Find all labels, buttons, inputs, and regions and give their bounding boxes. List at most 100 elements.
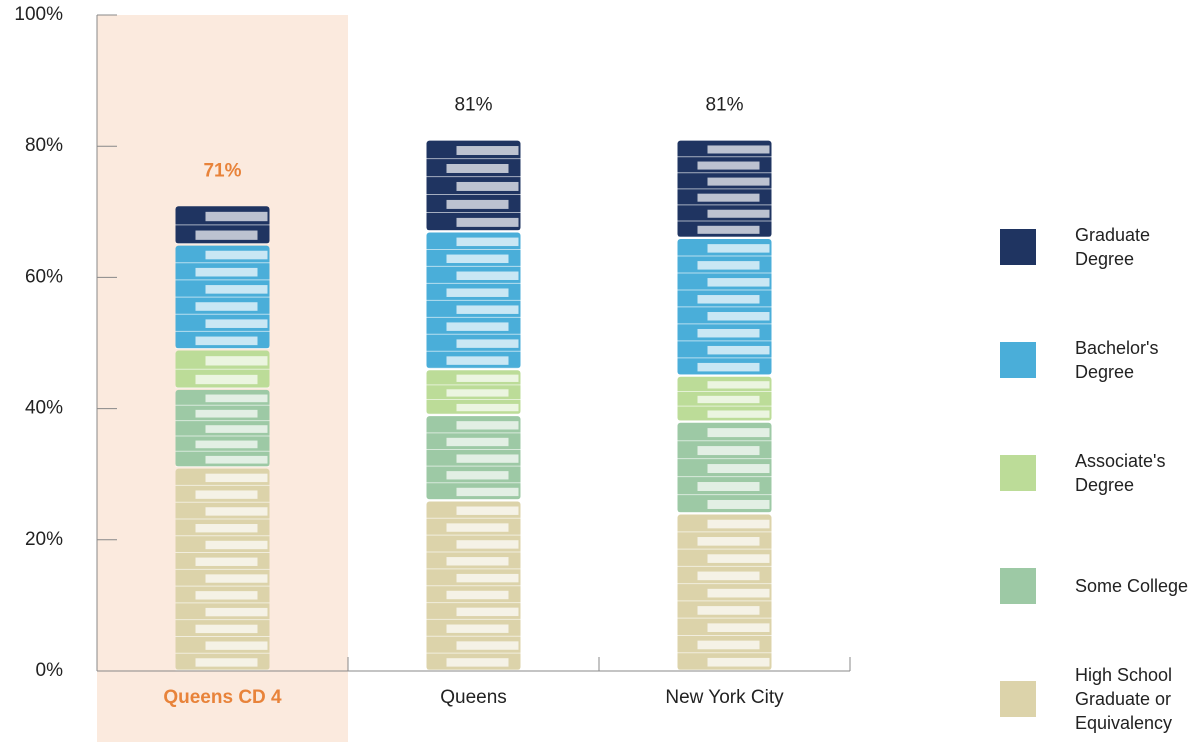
book-pages bbox=[447, 322, 509, 330]
book-pages bbox=[698, 641, 760, 650]
book-pages bbox=[447, 523, 509, 531]
book-pages bbox=[708, 346, 770, 354]
book-pages bbox=[457, 608, 519, 616]
legend-label: High School Graduate or Equivalency bbox=[1075, 663, 1200, 735]
book-pages bbox=[196, 302, 258, 311]
legend-item: Bachelor's Degree bbox=[1000, 303, 1200, 416]
book-pages bbox=[457, 238, 519, 246]
book-pages bbox=[698, 396, 760, 403]
book-pages bbox=[206, 425, 268, 433]
book-pages bbox=[457, 182, 519, 191]
book-pages bbox=[708, 312, 770, 320]
book-pages bbox=[206, 395, 268, 403]
y-tick-label: 60% bbox=[25, 266, 63, 287]
y-tick-label: 100% bbox=[14, 4, 63, 25]
legend-item: High School Graduate or Equivalency bbox=[1000, 642, 1200, 755]
book-pages bbox=[698, 261, 760, 269]
y-tick-label: 80% bbox=[25, 135, 63, 156]
book-pages bbox=[708, 210, 770, 218]
book-pages bbox=[457, 488, 519, 496]
book-pages bbox=[708, 410, 770, 417]
y-tick-label: 20% bbox=[25, 529, 63, 550]
book-pages bbox=[708, 428, 770, 437]
book-stack bbox=[427, 370, 521, 414]
book-pages bbox=[206, 251, 268, 260]
book-pages bbox=[698, 446, 760, 455]
book-pages bbox=[196, 268, 258, 277]
book-stack bbox=[678, 141, 772, 237]
book-pages bbox=[206, 507, 268, 515]
book-pages bbox=[206, 319, 268, 328]
y-tick-label: 0% bbox=[36, 660, 64, 681]
book-pages bbox=[447, 658, 509, 666]
book-pages bbox=[698, 606, 760, 615]
book-pages bbox=[457, 574, 519, 582]
book-pages bbox=[698, 482, 760, 491]
book-pages bbox=[708, 589, 770, 598]
book-pages bbox=[447, 389, 509, 396]
book-stack bbox=[427, 501, 521, 670]
book-pages bbox=[196, 375, 258, 384]
book-pages bbox=[447, 164, 509, 173]
legend-swatch bbox=[1000, 568, 1036, 604]
book-pages bbox=[708, 658, 770, 667]
page: {"chart_data": {"type": "stacked-bar", "… bbox=[0, 0, 1201, 742]
book-pages bbox=[698, 572, 760, 581]
book-pages bbox=[457, 540, 519, 548]
book-pages bbox=[196, 591, 258, 599]
book-pages bbox=[698, 194, 760, 202]
book-pages bbox=[457, 641, 519, 649]
book-pages bbox=[698, 226, 760, 234]
book-stack bbox=[427, 141, 521, 231]
book-pages bbox=[206, 456, 268, 464]
total-label: 81% bbox=[454, 95, 492, 116]
book-pages bbox=[457, 146, 519, 155]
book-pages bbox=[708, 554, 770, 563]
legend-swatch bbox=[1000, 681, 1036, 717]
book-stack bbox=[176, 351, 270, 388]
book-pages bbox=[457, 404, 519, 411]
legend-label: Graduate Degree bbox=[1075, 223, 1200, 271]
book-pages bbox=[196, 231, 258, 240]
book-pages bbox=[206, 574, 268, 582]
legend-item: Some College bbox=[1000, 529, 1200, 642]
book-pages bbox=[708, 178, 770, 186]
book-pages bbox=[708, 278, 770, 286]
book-pages bbox=[457, 339, 519, 347]
book-pages bbox=[698, 295, 760, 303]
book-pages bbox=[447, 471, 509, 479]
book-pages bbox=[447, 288, 509, 296]
book-pages bbox=[708, 623, 770, 632]
total-label: 81% bbox=[705, 95, 743, 116]
book-pages bbox=[206, 608, 268, 616]
book-pages bbox=[698, 537, 760, 546]
book-pages bbox=[196, 490, 258, 498]
book-pages bbox=[206, 356, 268, 365]
legend-item: Associate's Degree bbox=[1000, 416, 1200, 529]
book-pages bbox=[447, 557, 509, 565]
book-pages bbox=[708, 244, 770, 252]
legend-label: Associate's Degree bbox=[1075, 449, 1200, 497]
book-pages bbox=[708, 464, 770, 473]
book-stack bbox=[678, 239, 772, 375]
book-pages bbox=[206, 541, 268, 549]
book-pages bbox=[196, 441, 258, 449]
legend-swatch bbox=[1000, 229, 1036, 265]
book-stack bbox=[176, 390, 270, 467]
book-pages bbox=[447, 200, 509, 209]
book-pages bbox=[708, 520, 770, 529]
book-pages bbox=[196, 410, 258, 418]
book-pages bbox=[206, 474, 268, 482]
legend: Graduate Degree Bachelor's Degree Associat… bbox=[1000, 190, 1200, 755]
book-pages bbox=[196, 658, 258, 666]
book-pages bbox=[457, 454, 519, 462]
book-pages bbox=[447, 255, 509, 263]
book-pages bbox=[447, 438, 509, 446]
book-stack bbox=[176, 206, 270, 243]
book-stack bbox=[176, 246, 270, 349]
book-stack bbox=[678, 515, 772, 670]
book-pages bbox=[457, 421, 519, 429]
book-pages bbox=[698, 162, 760, 170]
legend-swatch bbox=[1000, 455, 1036, 491]
book-pages bbox=[708, 381, 770, 388]
